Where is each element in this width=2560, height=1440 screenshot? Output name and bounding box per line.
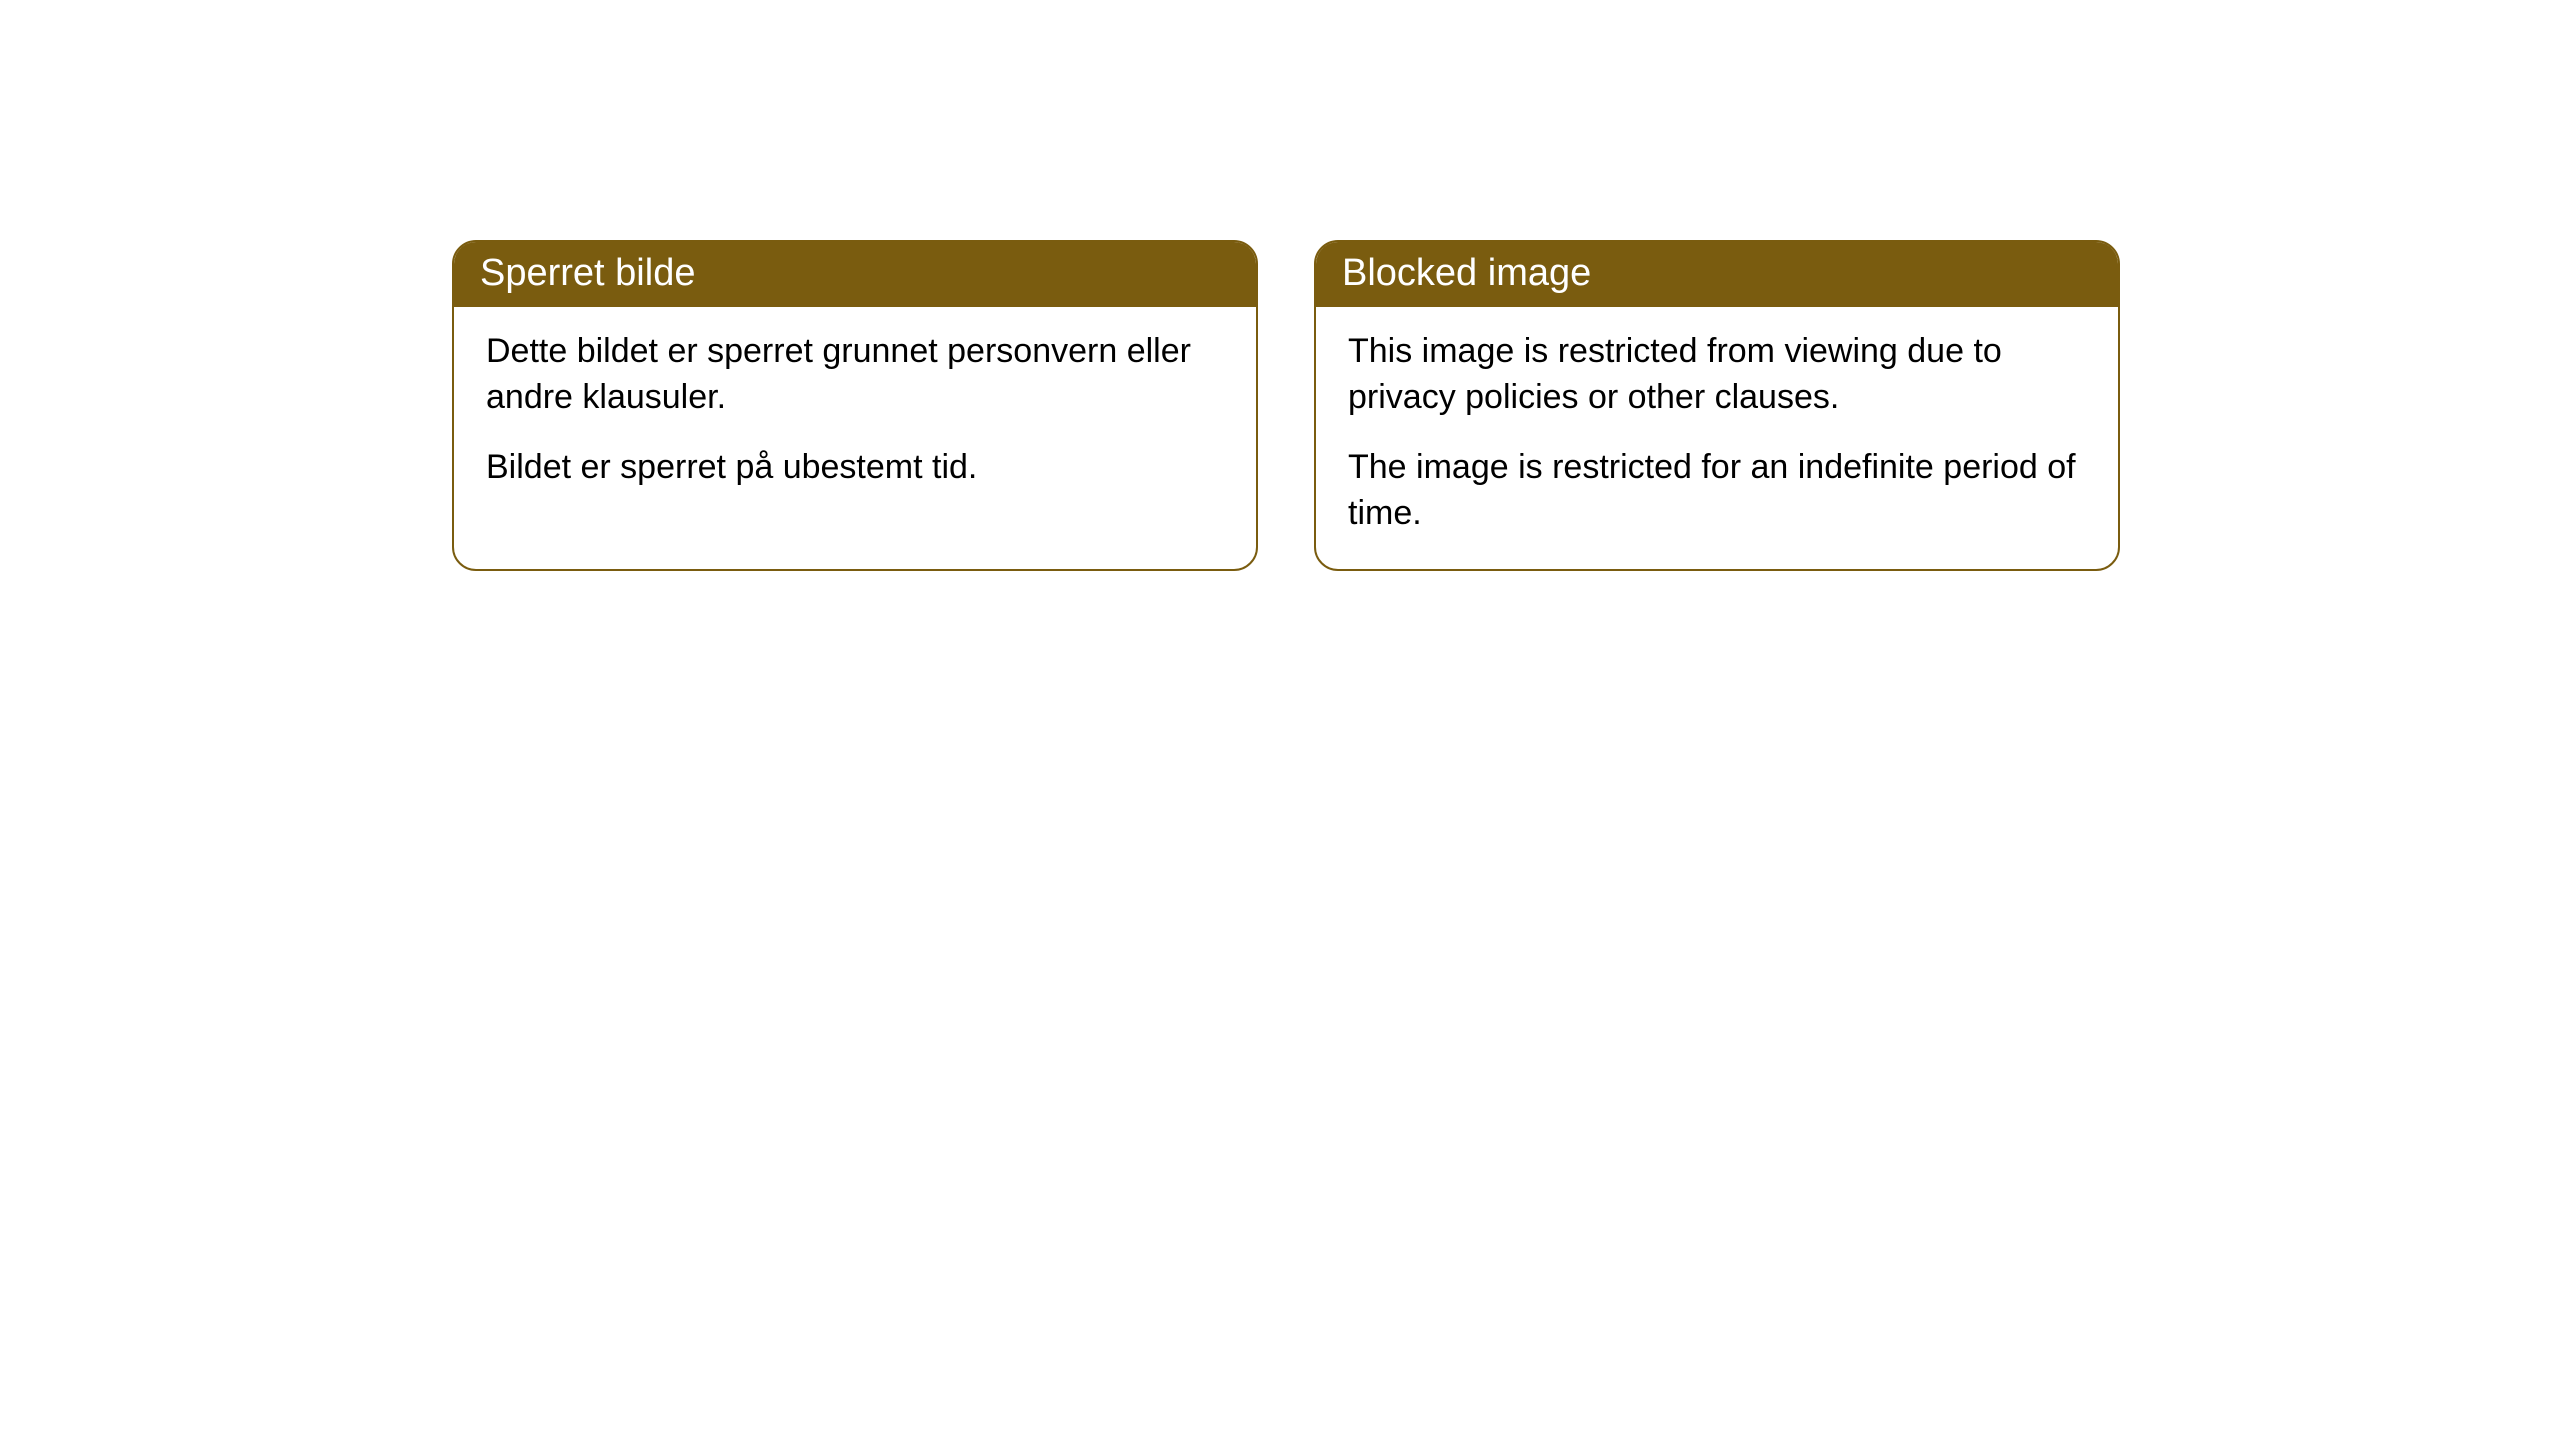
notice-paragraph-2: The image is restricted for an indefinit…	[1348, 445, 2086, 537]
card-header: Blocked image	[1316, 242, 2118, 307]
card-body: This image is restricted from viewing du…	[1316, 307, 2118, 569]
card-body: Dette bildet er sperret grunnet personve…	[454, 307, 1256, 523]
notice-paragraph-1: Dette bildet er sperret grunnet personve…	[486, 329, 1224, 421]
card-header: Sperret bilde	[454, 242, 1256, 307]
notice-card-english: Blocked image This image is restricted f…	[1314, 240, 2120, 571]
notice-cards-container: Sperret bilde Dette bildet er sperret gr…	[452, 240, 2560, 571]
notice-paragraph-2: Bildet er sperret på ubestemt tid.	[486, 445, 1224, 491]
notice-paragraph-1: This image is restricted from viewing du…	[1348, 329, 2086, 421]
card-title: Sperret bilde	[480, 252, 695, 294]
card-title: Blocked image	[1342, 252, 1591, 294]
notice-card-norwegian: Sperret bilde Dette bildet er sperret gr…	[452, 240, 1258, 571]
